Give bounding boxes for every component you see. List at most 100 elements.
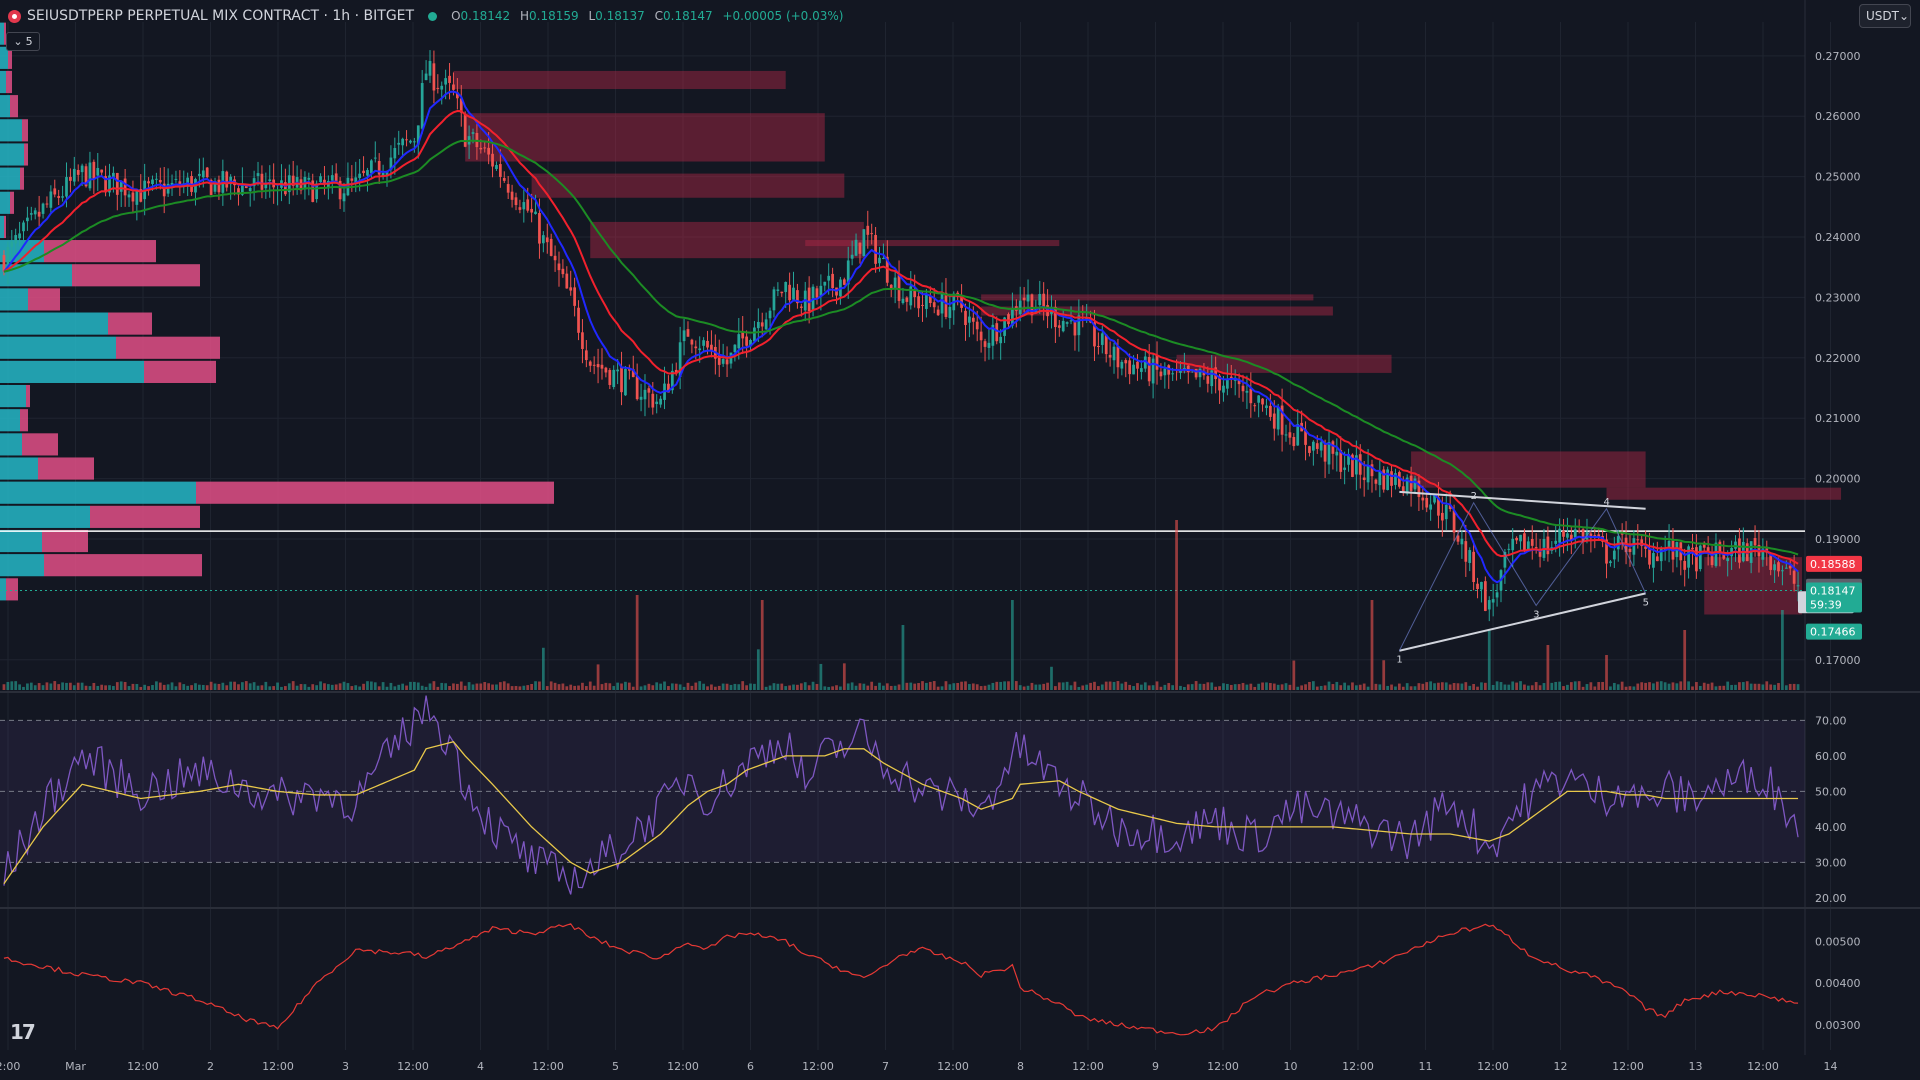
candle xyxy=(1112,346,1116,361)
supply-zone xyxy=(465,113,825,162)
price-axis[interactable]: 0.27000 0.26000 0.25000 0.24000 0.23000 0.220… xyxy=(1806,50,1862,1032)
volume-bar xyxy=(999,681,1003,690)
supply-zone xyxy=(1411,451,1646,488)
volume-bar xyxy=(682,686,686,690)
symbol-title[interactable]: SEIUSDTPERP PERPETUAL MIX CONTRACT · 1h … xyxy=(27,8,415,24)
volume-bar xyxy=(1476,686,1479,690)
volume-bar xyxy=(1354,685,1358,690)
volume-bar xyxy=(1390,684,1393,690)
candle xyxy=(706,340,709,348)
volume-bar xyxy=(901,625,905,690)
candle xyxy=(1171,373,1175,375)
time-axis[interactable]: 2:00 Mar 12:00 2 12:00 3 12:00 4 12:00 5 12:00 6 12:… xyxy=(0,1060,1838,1073)
volume-bar xyxy=(342,681,346,690)
volume-bar xyxy=(57,684,61,690)
indicators-collapse-button[interactable]: ⌄ 5 xyxy=(6,32,40,51)
volume-bar xyxy=(1214,686,1218,690)
candle xyxy=(1397,472,1401,487)
volume-bar xyxy=(545,686,549,690)
volume-bar xyxy=(287,683,291,690)
candle xyxy=(1444,504,1448,520)
currency-selector[interactable]: USDT ⌄ xyxy=(1859,4,1911,28)
volume-bar xyxy=(1550,682,1554,690)
volume-bar xyxy=(1120,683,1124,690)
candle xyxy=(815,288,819,298)
profile-sell-bar xyxy=(42,529,88,553)
volume-bar xyxy=(928,681,932,690)
volume-bar xyxy=(866,685,870,690)
candle xyxy=(397,142,401,145)
candle xyxy=(1132,364,1135,375)
volume-bar xyxy=(1679,681,1683,690)
tradingview-logo[interactable]: 17 xyxy=(10,1020,36,1044)
volume-bars xyxy=(2,520,1800,690)
profile-sell-bar xyxy=(196,481,554,504)
candle xyxy=(205,167,209,178)
volume-bar xyxy=(1222,683,1225,690)
volume-bar xyxy=(88,686,92,690)
pattern-point-label: 1 xyxy=(1396,655,1402,666)
profile-sell-bar xyxy=(20,409,28,432)
chevron-down-icon: ⌄ xyxy=(13,35,23,48)
volume-bar xyxy=(909,682,913,690)
candle xyxy=(350,178,354,181)
candle xyxy=(561,268,565,275)
candle xyxy=(1429,504,1432,510)
profile-sell-bar xyxy=(10,95,18,118)
candle xyxy=(584,350,588,361)
candle xyxy=(866,225,870,235)
price-tick-label: 0.19000 xyxy=(1815,533,1861,546)
time-tick-label: 12:00 xyxy=(802,1060,834,1073)
volume-bar xyxy=(221,682,225,690)
candle xyxy=(1648,549,1651,565)
volume-bar xyxy=(760,600,764,690)
candle xyxy=(1405,477,1409,494)
candle xyxy=(506,184,510,193)
candle xyxy=(307,177,311,180)
volume-bar xyxy=(1566,684,1569,690)
candle xyxy=(342,193,346,202)
volume-bar xyxy=(323,683,326,690)
volume-bar xyxy=(1710,682,1714,690)
time-tick-label: 13 xyxy=(1689,1060,1703,1073)
volume-bar xyxy=(702,683,705,690)
volume-bar xyxy=(409,681,412,690)
price-tag-label: 0.18588 xyxy=(1810,558,1856,571)
candle xyxy=(1026,294,1030,302)
candle xyxy=(311,180,315,202)
candle xyxy=(1437,497,1440,516)
volume-bar xyxy=(1042,683,1046,690)
volume-bar xyxy=(69,682,72,690)
volume-bar xyxy=(1460,683,1464,690)
price-tick-label: 0.25000 xyxy=(1815,171,1861,184)
chart-grid xyxy=(0,0,1920,1055)
candle xyxy=(1773,564,1776,571)
candle xyxy=(1683,560,1687,570)
supply-zone xyxy=(590,221,864,259)
volume-bar xyxy=(334,684,338,690)
volume-bar xyxy=(377,686,381,690)
symbol-header: SEIUSDTPERP PERPETUAL MIX CONTRACT · 1h … xyxy=(8,6,843,26)
candle xyxy=(69,176,72,181)
candle xyxy=(440,85,444,90)
volume-bar xyxy=(1237,684,1241,690)
volume-bar xyxy=(1425,682,1429,690)
candle xyxy=(1159,371,1163,377)
candle xyxy=(1206,376,1210,384)
volume-bar xyxy=(151,685,154,690)
candle xyxy=(459,98,463,113)
candle xyxy=(788,284,791,301)
volume-bar xyxy=(1202,683,1206,690)
candle xyxy=(1394,473,1397,485)
candle xyxy=(1011,308,1014,326)
candle xyxy=(1476,583,1479,589)
candle xyxy=(1687,546,1690,568)
volume-bar xyxy=(538,681,541,690)
volume-bar xyxy=(1480,682,1483,690)
candle xyxy=(10,241,14,247)
volume-bar xyxy=(729,684,733,690)
candle xyxy=(850,254,854,259)
candle xyxy=(940,293,944,314)
volume-bar xyxy=(1050,666,1053,690)
